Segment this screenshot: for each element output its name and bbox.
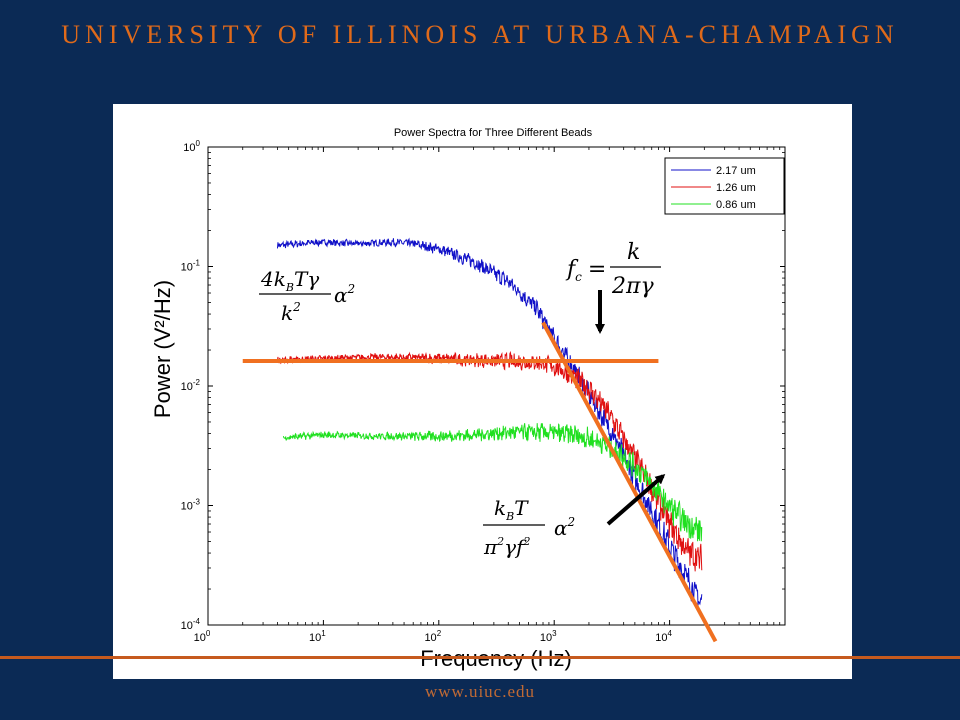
- legend-entry: 1.26 um: [716, 182, 756, 194]
- legend-entry: 0.86 um: [716, 199, 756, 211]
- x-tick-label: 104: [655, 629, 672, 644]
- fit-line-power-law: [541, 321, 718, 643]
- university-title: UNIVERSITY OF ILLINOIS AT URBANA-CHAMPAI…: [61, 20, 899, 49]
- corner-frequency-numerator: k: [627, 240, 640, 265]
- y-tick-label: 100: [183, 139, 200, 154]
- series-line-2: [282, 423, 703, 542]
- power-spectra-chart: 100 101 102 103 104 100 10-1 10-2 10-3 10-4 Powe…: [150, 127, 786, 671]
- plot-card: 100 101 102 103 104 100 10-1 10-2 10-3 10-4 Powe…: [113, 104, 852, 679]
- x-tick-label: 102: [424, 629, 441, 644]
- x-tick-label: 100: [194, 629, 211, 644]
- y-axis-label: Power (V²/Hz): [150, 280, 175, 418]
- fit-line-layer: [242, 321, 718, 643]
- tail-arrow: [606, 474, 666, 526]
- x-tick-label: 103: [540, 629, 557, 644]
- x-ticks: 100 101 102 103 104: [194, 147, 781, 644]
- corner-frequency-denominator: 2πγ: [611, 274, 654, 299]
- tail-formula-numerator: kBT: [494, 496, 529, 523]
- y-tick-label: 10-3: [181, 498, 201, 513]
- legend-box: [664, 157, 785, 215]
- chart-title: Power Spectra for Three Different Beads: [394, 127, 593, 139]
- footer-divider: [0, 656, 960, 659]
- y-tick-label: 10-2: [181, 378, 201, 393]
- legend-entry: 2.17 um: [716, 165, 756, 177]
- tail-formula: kBT π2γf2 α2: [483, 496, 575, 559]
- footer-url: www.uiuc.edu: [424, 682, 536, 701]
- legend: 2.17 um 1.26 um 0.86 um: [664, 157, 785, 215]
- y-tick-label: 10-1: [181, 259, 201, 274]
- y-tick-label: 10-4: [181, 617, 201, 632]
- x-tick-label: 101: [309, 629, 326, 644]
- tail-formula-denominator: π2γf2: [483, 535, 531, 559]
